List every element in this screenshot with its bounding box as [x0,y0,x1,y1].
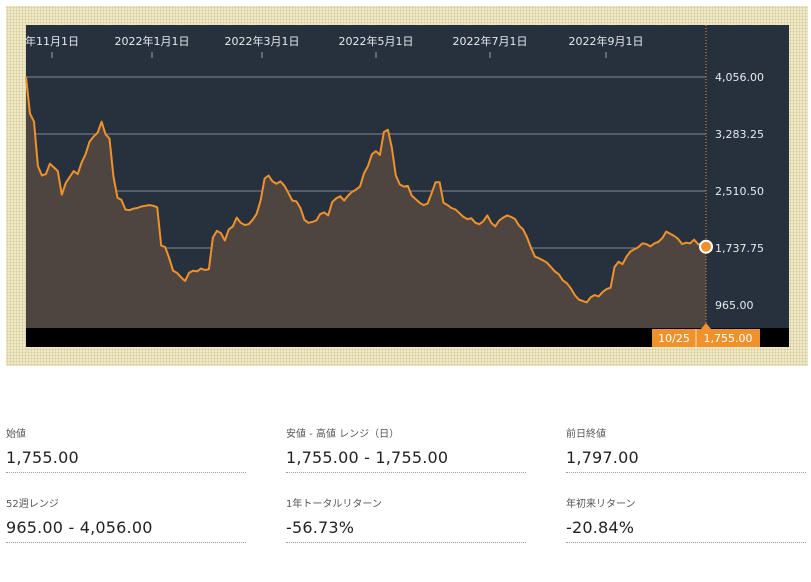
stat-open-label: 始値 [6,429,26,440]
current-value-label: 1,755.00 [704,332,753,345]
stat-day-range-value: 1,755.00 - 1,755.00 [286,448,526,473]
stat-prev-close: 前日終値 1,797.00 [566,428,806,473]
stat-ytd-return-value: -20.84% [566,518,806,543]
current-point-marker[interactable] [699,239,713,254]
stat-prev-close-value: 1,797.00 [566,448,806,473]
y-tick-label: 965.00 [715,299,754,312]
stat-prev-close-label: 前日終値 [566,429,606,440]
stat-1y-return-value: -56.73% [286,518,526,543]
x-tick-label: 2022年3月1日 [225,34,300,48]
price-chart[interactable]: 4,056.00 3,283.25 2,510.50 1,737.75 965.00 年1… [6,6,808,366]
stat-52w-range: 52週レンジ 965.00 - 4,056.00 [6,498,246,543]
x-tick-label: 年11月1日 [25,34,79,48]
stat-day-range-label: 安値 - 高値 レンジ（日） [286,429,400,440]
series-area [26,77,706,328]
timeline-bar [26,328,789,347]
stat-52w-range-label: 52週レンジ [6,499,59,510]
stat-ytd-return: 年初来リターン -20.84% [566,498,806,543]
stat-1y-return: 1年トータルリターン -56.73% [286,498,526,543]
x-tick-label: 2022年7月1日 [453,34,528,48]
stat-open: 始値 1,755.00 [6,428,246,473]
chart-panel: 4,056.00 3,283.25 2,510.50 1,737.75 965.00 年1… [6,6,808,366]
y-tick-label: 3,283.25 [715,128,764,141]
y-tick-label: 2,510.50 [715,185,764,198]
y-tick-label: 4,056.00 [715,71,764,84]
x-tick-label: 2022年9月1日 [569,34,644,48]
stat-1y-return-label: 1年トータルリターン [286,499,382,510]
y-tick-label: 1,737.75 [715,242,764,255]
stat-52w-range-value: 965.00 - 4,056.00 [6,518,246,543]
badge-pointer [701,323,711,329]
stat-ytd-return-label: 年初来リターン [566,499,636,510]
stat-day-range: 安値 - 高値 レンジ（日） 1,755.00 - 1,755.00 [286,428,526,473]
stat-open-value: 1,755.00 [6,448,246,473]
current-date-label: 10/25 [658,332,690,345]
x-tick-label: 2022年1月1日 [115,34,190,48]
current-value-badge [652,329,760,347]
x-tick-label: 2022年5月1日 [339,34,414,48]
series-line[interactable] [25,76,707,304]
